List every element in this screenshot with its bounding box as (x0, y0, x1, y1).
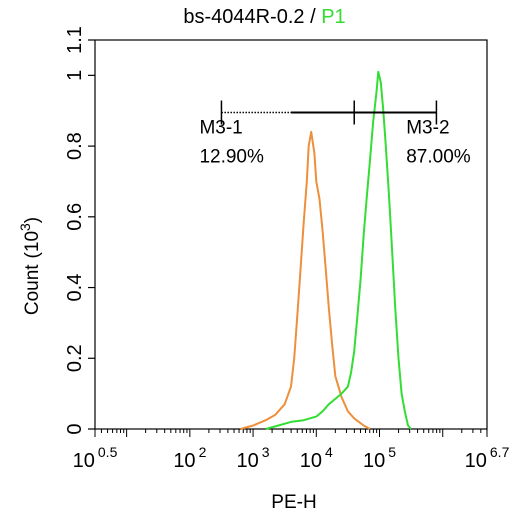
chart-title-gate: P1 (321, 6, 346, 28)
x-tick-exponent: 2 (199, 444, 207, 460)
y-axis-unit-base: (10 (22, 231, 43, 258)
histogram-series-2 (265, 70, 412, 430)
plot-frame (94, 39, 488, 430)
x-tick-label: 10 4 (300, 444, 333, 472)
x-tick-base: 10 (465, 450, 487, 472)
gate-m3-1-percent: 12.90% (199, 146, 264, 167)
x-tick-label: 10 5 (363, 444, 396, 472)
x-tick-exponent: 5 (388, 444, 396, 460)
y-tick-label: 0.6 (64, 203, 86, 231)
y-axis-unit-close: ) (22, 217, 43, 223)
x-axis-label: PE-H (271, 492, 316, 513)
y-tick-label: 0.2 (64, 344, 86, 372)
x-tick-exponent: 6.7 (490, 444, 510, 460)
x-tick-base: 10 (237, 450, 259, 472)
x-tick-label: 10 0.5 (73, 444, 118, 472)
gate-m3-2-name: M3-2 (406, 117, 449, 138)
y-axis-ticks: 0 0.2 0.4 0.6 0.8 1 1.1 (64, 26, 95, 435)
x-tick-exponent: 3 (262, 444, 270, 460)
x-tick-base: 10 (73, 450, 95, 472)
x-tick-exponent: 4 (325, 444, 333, 460)
y-tick-label: 0.4 (64, 274, 86, 302)
chart-title-separator: / (304, 6, 322, 28)
chart-title: bs-4044R-0.2 / P1 (0, 6, 529, 29)
gate-m3-1-name: M3-1 (199, 117, 242, 138)
y-tick-label: 0.8 (64, 132, 86, 160)
histogram-series (240, 70, 412, 430)
svg-text:Count(103): Count (103) (17, 217, 43, 315)
x-tick-label: 10 3 (237, 444, 270, 472)
x-tick-exponent: 0.5 (98, 444, 118, 460)
y-axis-unit-exp: 3 (17, 223, 33, 231)
histogram-series-1 (240, 130, 371, 430)
gate-m3-2-percent: 87.00% (406, 146, 471, 167)
y-tick-label: 0 (64, 423, 86, 434)
x-tick-base: 10 (173, 450, 195, 472)
chart-axes (94, 39, 488, 430)
x-axis-ticks: 10 0.5 10 2 10 3 10 4 10 5 10 6.7 (73, 429, 510, 472)
y-axis-label: Count (103) (17, 217, 43, 315)
x-tick-label: 10 2 (173, 444, 206, 472)
chart-title-sample: bs-4044R-0.2 (183, 6, 305, 28)
x-tick-base: 10 (363, 450, 385, 472)
x-tick-label: 10 6.7 (465, 444, 510, 472)
gate-markers: M3-1 12.90% M3-2 87.00% (199, 100, 471, 167)
y-axis-label-text: Count (22, 264, 43, 315)
y-tick-label: 1 (64, 70, 86, 81)
y-tick-label: 1.1 (64, 26, 86, 54)
x-tick-base: 10 (300, 450, 322, 472)
